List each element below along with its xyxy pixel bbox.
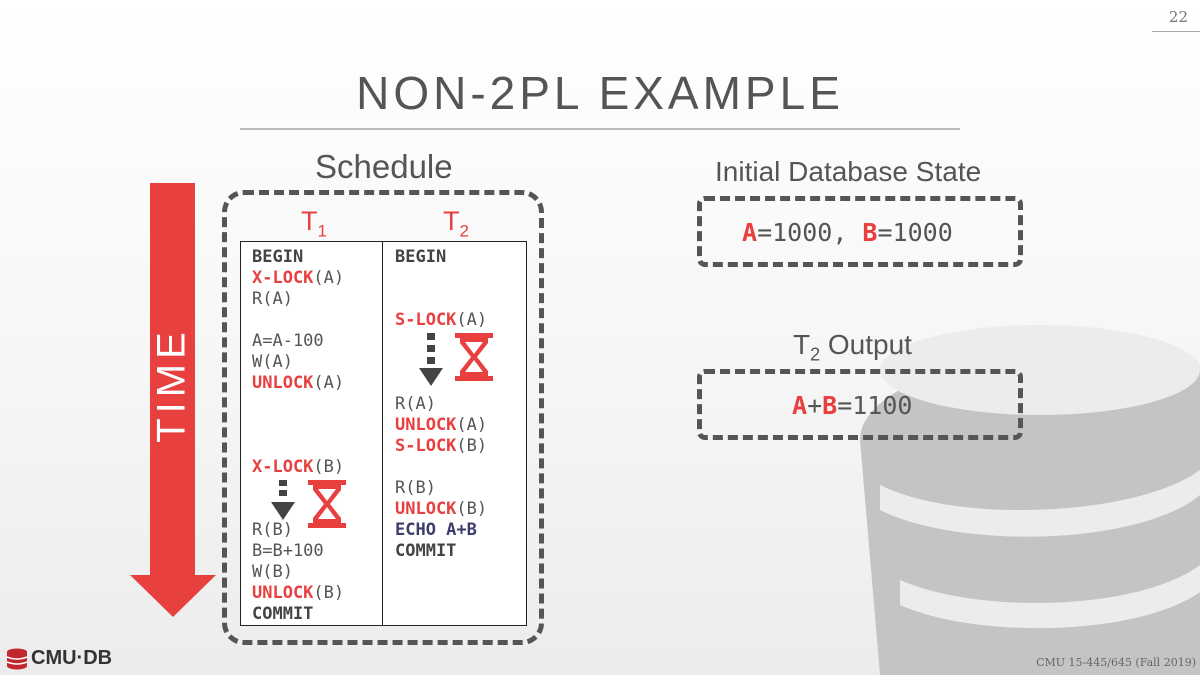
t1-xlock-b: X-LOCK(B) (252, 457, 345, 477)
t2-wait-arrow-icon (419, 333, 443, 386)
t2-slock-b: S-LOCK(B) (395, 436, 488, 456)
t1-write-a: W(A) (252, 352, 293, 372)
t1-read-b: R(B) (252, 520, 293, 540)
t2-begin: BEGIN (395, 247, 447, 267)
schedule-table (240, 241, 527, 626)
time-arrow-head-icon (130, 575, 216, 617)
t1-unlock-a: UNLOCK(A) (252, 373, 345, 393)
schedule-label: Schedule (315, 148, 453, 185)
t1-hourglass-icon (308, 480, 346, 528)
t2-read-b: R(B) (395, 478, 436, 498)
t2-echo: ECHO A+B (395, 520, 477, 540)
page-number-rule (1152, 31, 1200, 32)
t1-compute-b: B=B+100 (252, 541, 324, 561)
output-label: T2 Output (793, 329, 912, 365)
t1-write-b: W(B) (252, 562, 293, 582)
t1-unlock-b: UNLOCK(B) (252, 583, 345, 603)
t1-header: T1 (301, 206, 327, 241)
course-footer: CMU 15-445/645 (Fall 2019) (1036, 656, 1196, 669)
output-box (697, 369, 1023, 440)
initial-state-label: Initial Database State (715, 156, 982, 187)
time-arrow-shaft (150, 183, 195, 578)
t1-begin: BEGIN (252, 247, 304, 267)
initial-state-values: A=1000, B=1000 (742, 218, 953, 247)
schedule-table-divider (382, 241, 383, 626)
t2-commit: COMMIT (395, 541, 457, 561)
t2-hourglass-icon (455, 333, 493, 381)
t1-compute-a: A=A-100 (252, 331, 324, 351)
t1-read-a: R(A) (252, 289, 293, 309)
page-number: 22 (1168, 8, 1188, 26)
title-divider (240, 128, 960, 130)
schedule-box (222, 190, 544, 645)
t1-xlock-a: X-LOCK(A) (252, 268, 345, 288)
cmu-db-logo-icon (6, 648, 28, 670)
slide-title: NON-2PL EXAMPLE (356, 67, 844, 119)
t2-read-a: R(A) (395, 394, 436, 414)
initial-state-box (697, 196, 1023, 267)
t1-wait-arrow-icon (271, 480, 295, 520)
t2-slock-a: S-LOCK(A) (395, 310, 488, 330)
database-cylinder-icon (860, 325, 1200, 675)
t2-unlock-b: UNLOCK(B) (395, 499, 488, 519)
time-label: TIME (149, 327, 194, 443)
t1-commit: COMMIT (252, 604, 314, 624)
t2-unlock-a: UNLOCK(A) (395, 415, 488, 435)
cmu-db-logo-text: CMU·DB (31, 647, 113, 669)
t2-header: T2 (443, 206, 469, 241)
output-value: A+B=1100 (792, 391, 913, 420)
